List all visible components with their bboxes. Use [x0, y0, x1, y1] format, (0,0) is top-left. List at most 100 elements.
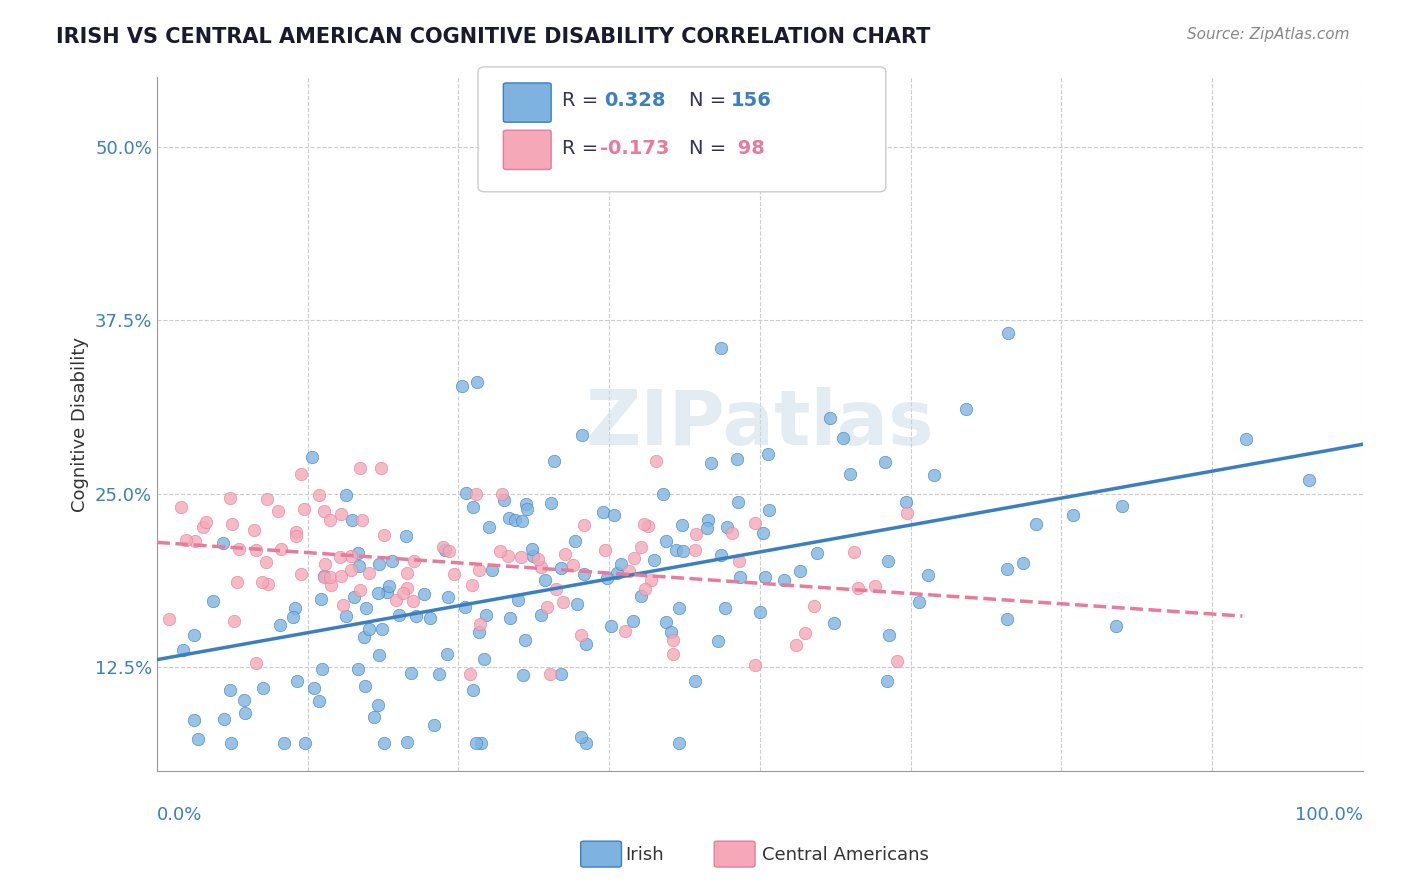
Point: [710, 341, 733, 355]
Point: [613, 624, 636, 639]
Point: [754, 569, 776, 583]
Point: [997, 326, 1019, 340]
Point: [659, 625, 682, 640]
Point: [785, 638, 807, 652]
Point: [308, 694, 330, 708]
Point: [319, 512, 342, 526]
Point: [496, 549, 519, 564]
Point: [463, 682, 485, 697]
Point: [413, 587, 436, 601]
Point: [744, 658, 766, 673]
Point: [468, 616, 491, 631]
Point: [399, 666, 422, 681]
Point: [621, 614, 644, 628]
Point: [349, 461, 371, 475]
Point: [266, 503, 288, 517]
Point: [454, 486, 477, 500]
Point: [470, 736, 492, 750]
Point: [720, 526, 742, 541]
Point: [540, 496, 562, 510]
Point: [468, 625, 491, 640]
Point: [630, 541, 652, 555]
Point: [1062, 508, 1084, 522]
Point: [725, 451, 748, 466]
Point: [270, 541, 292, 556]
Point: [758, 447, 780, 461]
Point: [831, 432, 853, 446]
Point: [876, 673, 898, 688]
Point: [252, 681, 274, 695]
Point: [710, 549, 733, 563]
Point: [512, 668, 534, 682]
Point: [617, 564, 640, 578]
Point: [633, 516, 655, 531]
Point: [395, 529, 418, 543]
Point: [491, 487, 513, 501]
Point: [388, 608, 411, 623]
Point: [472, 652, 495, 666]
Point: [349, 559, 371, 574]
Point: [349, 582, 371, 597]
Text: 98: 98: [731, 138, 765, 158]
Point: [467, 375, 489, 389]
Point: [534, 573, 557, 587]
Point: [169, 500, 191, 514]
Point: [668, 601, 690, 615]
Point: [330, 508, 353, 522]
Point: [212, 536, 235, 550]
Point: [478, 520, 501, 534]
Point: [285, 673, 308, 688]
Point: [195, 515, 218, 529]
Point: [896, 507, 918, 521]
Point: [574, 736, 596, 750]
Point: [995, 562, 1018, 576]
Point: [509, 549, 531, 564]
Point: [655, 533, 678, 548]
Point: [512, 514, 534, 528]
Point: [245, 543, 267, 558]
Point: [643, 553, 665, 567]
Point: [245, 656, 267, 670]
Point: [922, 468, 945, 483]
Point: [465, 487, 488, 501]
Point: [513, 632, 536, 647]
Point: [685, 674, 707, 689]
Point: [294, 736, 316, 750]
Point: [671, 518, 693, 533]
Point: [546, 582, 568, 596]
Point: [284, 600, 307, 615]
Point: [347, 546, 370, 560]
Point: [460, 578, 482, 592]
Point: [219, 491, 242, 505]
Text: Irish: Irish: [626, 846, 664, 863]
Point: [592, 505, 614, 519]
Point: [183, 713, 205, 727]
Text: 100.0%: 100.0%: [1295, 805, 1362, 824]
Point: [644, 454, 666, 468]
Point: [630, 589, 652, 603]
Point: [356, 601, 378, 615]
Text: N =: N =: [689, 91, 733, 111]
Point: [371, 622, 394, 636]
Point: [302, 681, 325, 695]
Point: [1105, 619, 1128, 633]
Point: [498, 510, 520, 524]
Point: [290, 467, 312, 482]
Point: [191, 519, 214, 533]
Point: [728, 569, 751, 583]
Point: [550, 561, 572, 575]
Point: [172, 643, 194, 657]
Point: [572, 518, 595, 533]
Point: [335, 609, 357, 624]
Point: [606, 566, 628, 580]
Point: [543, 454, 565, 468]
Point: [402, 554, 425, 568]
Point: [877, 628, 900, 642]
Point: [335, 488, 357, 502]
Point: [183, 628, 205, 642]
Point: [758, 503, 780, 517]
Point: [330, 568, 353, 582]
Text: ZIPatlas: ZIPatlas: [586, 387, 934, 461]
Text: -0.173: -0.173: [600, 138, 669, 158]
Point: [522, 541, 544, 556]
